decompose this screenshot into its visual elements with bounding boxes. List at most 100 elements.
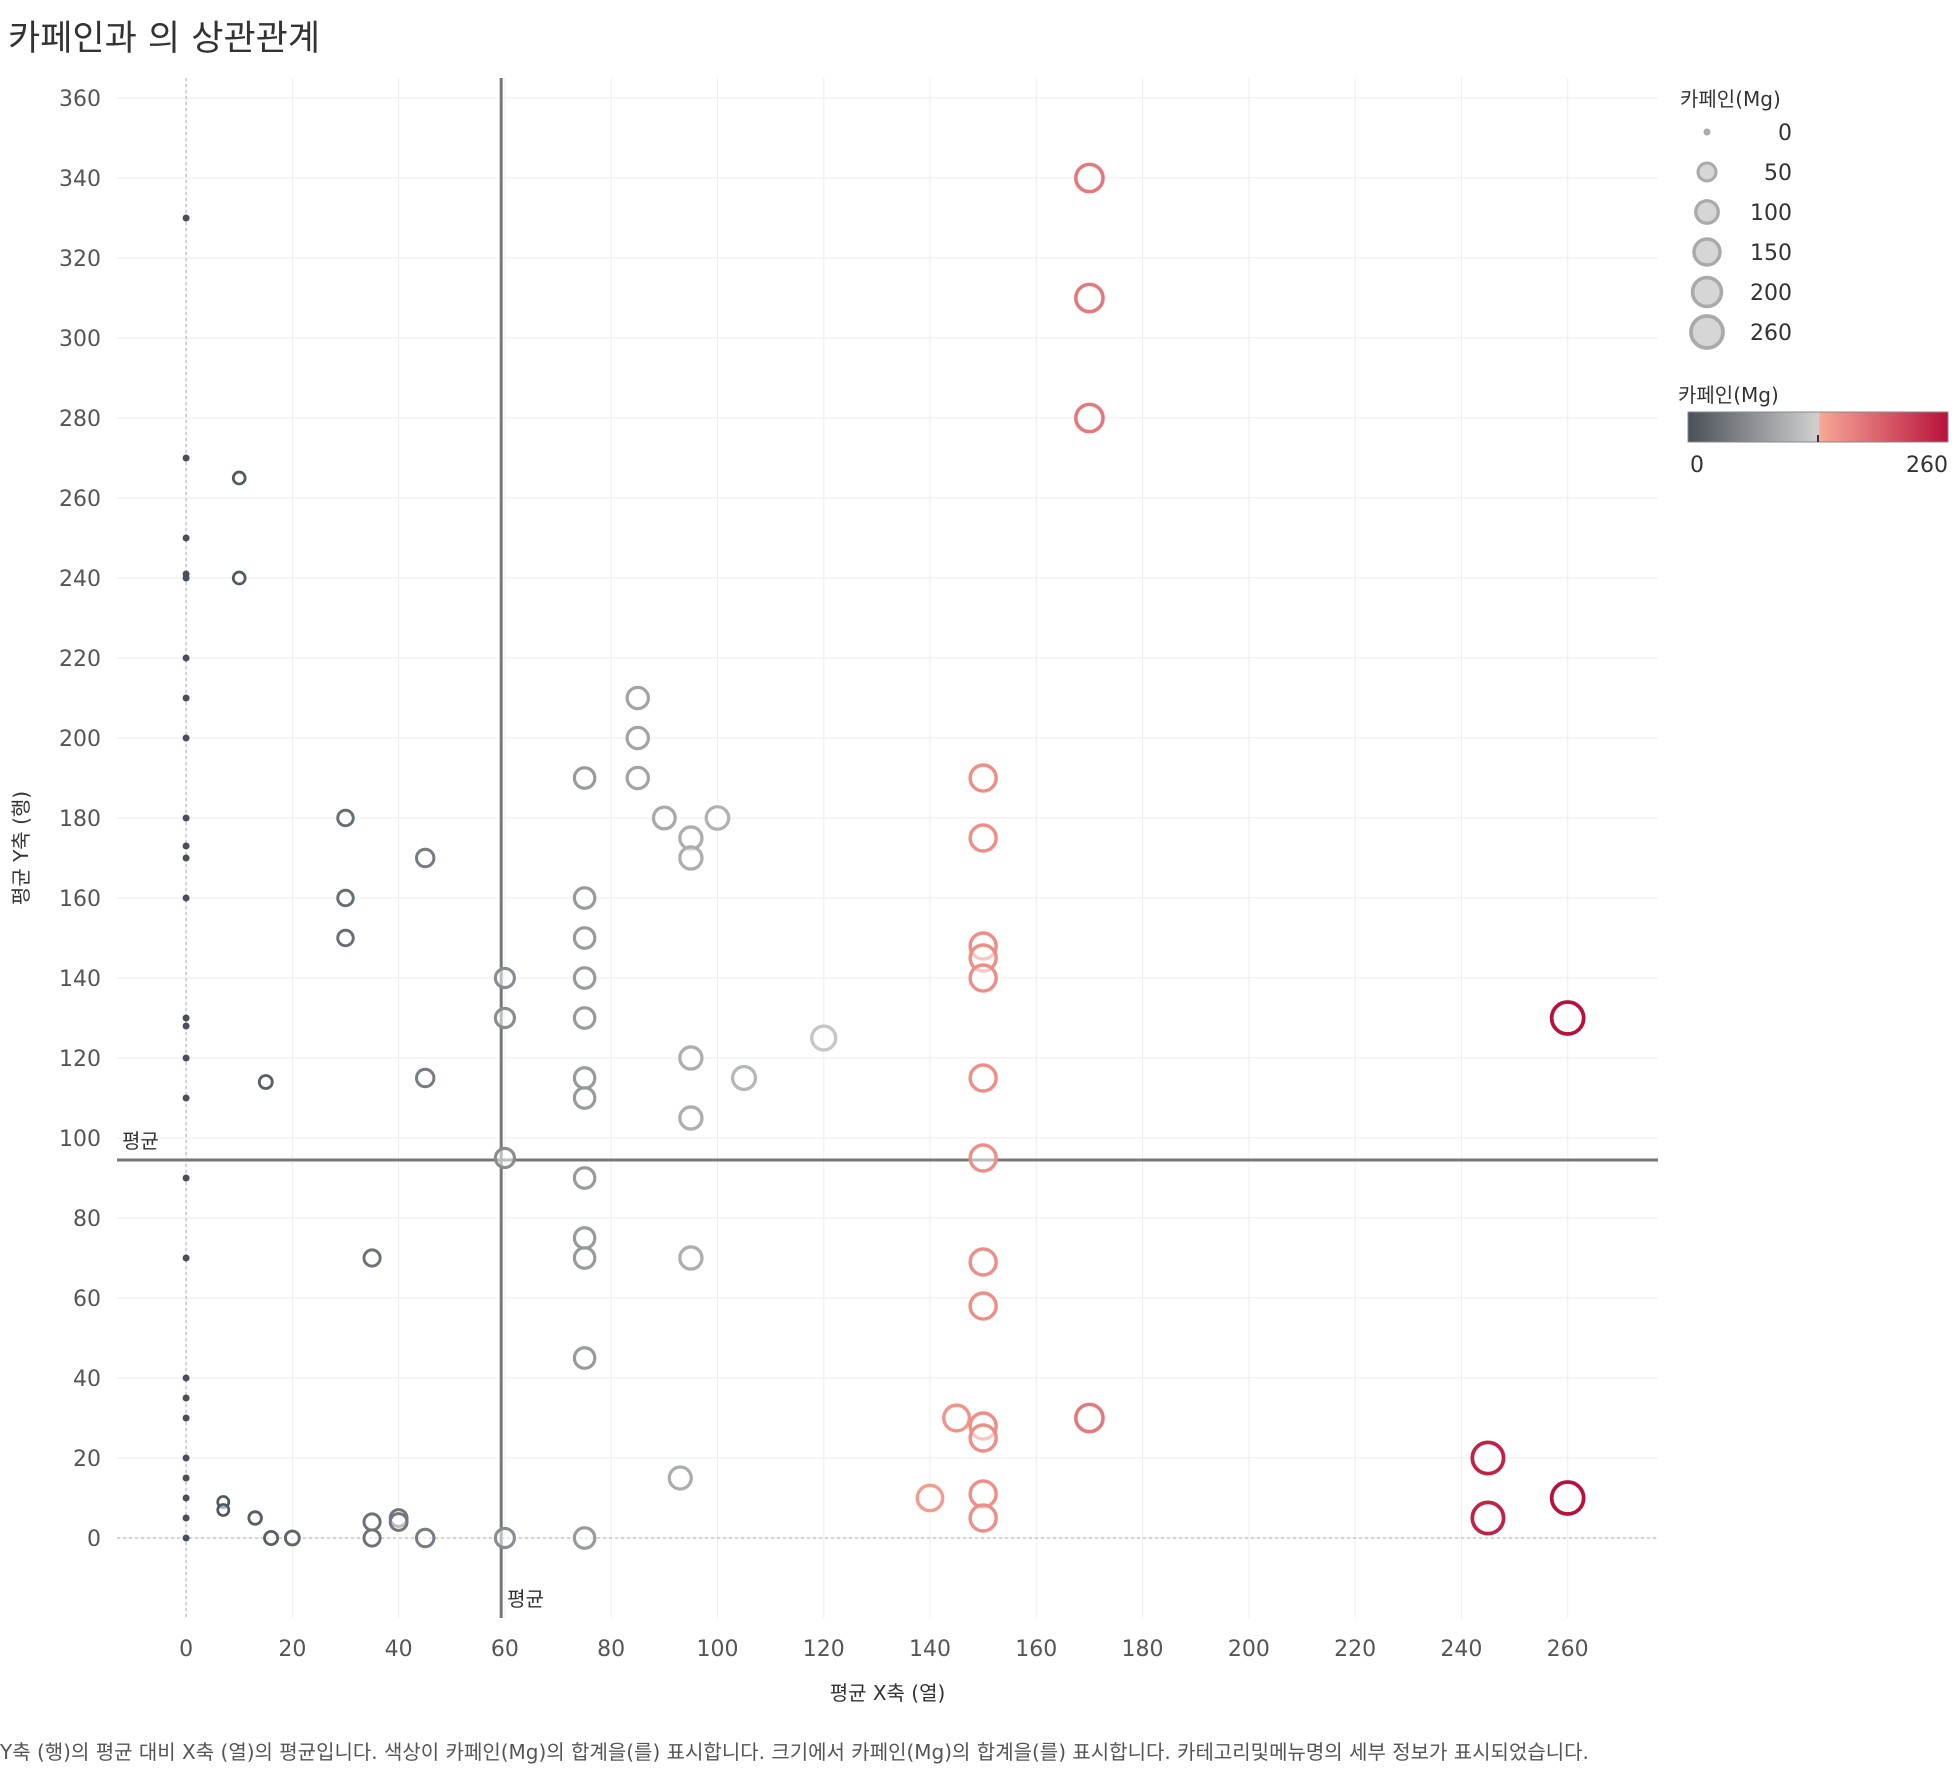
scatter-point[interactable] xyxy=(182,534,190,542)
scatter-point[interactable] xyxy=(362,1512,382,1532)
scatter-point[interactable] xyxy=(182,1174,190,1182)
scatter-point[interactable] xyxy=(493,1146,516,1170)
scatter-point[interactable] xyxy=(182,1534,190,1542)
scatter-point[interactable] xyxy=(1549,1000,1586,1036)
scatter-point[interactable] xyxy=(182,1054,190,1062)
scatter-point[interactable] xyxy=(182,1094,190,1102)
scatter-point[interactable] xyxy=(257,1074,274,1090)
scatter-point[interactable] xyxy=(362,1248,382,1268)
scatter-point[interactable] xyxy=(572,926,597,950)
scatter-point[interactable] xyxy=(414,847,436,869)
scatter-point[interactable] xyxy=(1074,402,1105,434)
scatter-point[interactable] xyxy=(968,1503,998,1533)
x-tick-label: 0 xyxy=(179,1637,193,1662)
scatter-point[interactable] xyxy=(968,963,998,993)
scatter-point[interactable] xyxy=(493,966,516,990)
scatter-point[interactable] xyxy=(247,1510,263,1526)
scatter-point[interactable] xyxy=(182,214,190,222)
scatter-point[interactable] xyxy=(414,1067,436,1089)
scatter-point[interactable] xyxy=(182,694,190,702)
y-tick-label: 20 xyxy=(73,1447,101,1472)
scatter-point[interactable] xyxy=(182,454,190,462)
scatter-point[interactable] xyxy=(182,1254,190,1262)
scatter-point[interactable] xyxy=(572,886,597,910)
scatter-point[interactable] xyxy=(1074,1402,1105,1434)
scatter-point[interactable] xyxy=(651,805,677,831)
scatter-point[interactable] xyxy=(572,1526,597,1550)
scatter-point[interactable] xyxy=(1470,1440,1506,1476)
data-points[interactable] xyxy=(182,162,1586,1550)
scatter-point[interactable] xyxy=(283,1529,301,1547)
grid-lines xyxy=(117,78,1658,1618)
scatter-point[interactable] xyxy=(572,966,597,990)
scatter-point[interactable] xyxy=(182,814,190,822)
scatter-point[interactable] xyxy=(263,1529,280,1547)
scatter-point[interactable] xyxy=(968,1291,998,1321)
scatter-point[interactable] xyxy=(625,725,651,751)
x-reference-label: 평균 xyxy=(507,1587,544,1611)
scatter-point[interactable] xyxy=(572,1066,597,1090)
scatter-point[interactable] xyxy=(968,823,998,853)
scatter-point[interactable] xyxy=(572,766,597,790)
scatter-point[interactable] xyxy=(182,574,190,582)
scatter-point[interactable] xyxy=(336,928,355,948)
x-tick-label: 240 xyxy=(1440,1637,1482,1662)
scatter-point[interactable] xyxy=(572,1006,597,1030)
scatter-point[interactable] xyxy=(182,734,190,742)
scatter-point[interactable] xyxy=(968,1247,998,1277)
scatter-point[interactable] xyxy=(493,1006,516,1030)
y-tick-label: 40 xyxy=(73,1367,101,1392)
scatter-point[interactable] xyxy=(336,808,355,828)
scatter-point[interactable] xyxy=(678,1045,704,1071)
scatter-point[interactable] xyxy=(231,470,247,486)
scatter-point[interactable] xyxy=(625,765,651,791)
scatter-point[interactable] xyxy=(915,1483,945,1513)
scatter-point[interactable] xyxy=(1074,282,1105,314)
scatter-point[interactable] xyxy=(1470,1500,1506,1536)
scatter-point[interactable] xyxy=(1074,162,1105,194)
scatter-point[interactable] xyxy=(362,1528,382,1548)
scatter-point[interactable] xyxy=(572,1246,597,1270)
scatter-point[interactable] xyxy=(182,654,190,662)
scatter-point[interactable] xyxy=(182,1374,190,1382)
scatter-point[interactable] xyxy=(678,1105,704,1131)
scatter-point[interactable] xyxy=(942,1403,972,1433)
scatter-point[interactable] xyxy=(182,1454,190,1462)
scatter-point[interactable] xyxy=(968,1479,998,1509)
scatter-point[interactable] xyxy=(572,1166,597,1190)
scatter-point[interactable] xyxy=(493,1526,516,1550)
y-tick-label: 320 xyxy=(59,247,101,272)
scatter-point[interactable] xyxy=(968,763,998,793)
scatter-point[interactable] xyxy=(572,1086,597,1110)
scatter-point[interactable] xyxy=(182,1474,190,1482)
scatter-point[interactable] xyxy=(730,1064,758,1092)
scatter-point[interactable] xyxy=(704,805,731,831)
size-legend-label: 150 xyxy=(1750,241,1792,266)
scatter-point[interactable] xyxy=(182,1414,190,1422)
scatter-point[interactable] xyxy=(182,894,190,902)
scatter-point[interactable] xyxy=(182,842,190,850)
scatter-point[interactable] xyxy=(388,1512,409,1532)
scatter-point[interactable] xyxy=(678,845,704,871)
scatter-point[interactable] xyxy=(572,1346,597,1370)
scatter-point[interactable] xyxy=(182,1394,190,1402)
scatter-point[interactable] xyxy=(625,685,651,711)
scatter-point[interactable] xyxy=(216,1503,231,1517)
scatter-point[interactable] xyxy=(572,1226,597,1250)
scatter-point[interactable] xyxy=(414,1527,436,1549)
scatter-point[interactable] xyxy=(810,1024,838,1052)
scatter-point[interactable] xyxy=(968,1143,998,1173)
scatter-point[interactable] xyxy=(1549,1480,1586,1516)
scatter-point[interactable] xyxy=(182,854,190,862)
scatter-point[interactable] xyxy=(968,1063,998,1093)
scatter-point[interactable] xyxy=(182,1494,190,1502)
scatter-point[interactable] xyxy=(182,1022,190,1030)
scatter-point[interactable] xyxy=(231,570,247,586)
scatter-point[interactable] xyxy=(968,1423,998,1453)
scatter-point[interactable] xyxy=(182,1514,190,1522)
scatter-point[interactable] xyxy=(678,1245,704,1271)
scatter-point[interactable] xyxy=(182,1014,190,1022)
scatter-point[interactable] xyxy=(667,1465,693,1491)
scatter-point[interactable] xyxy=(336,888,355,908)
